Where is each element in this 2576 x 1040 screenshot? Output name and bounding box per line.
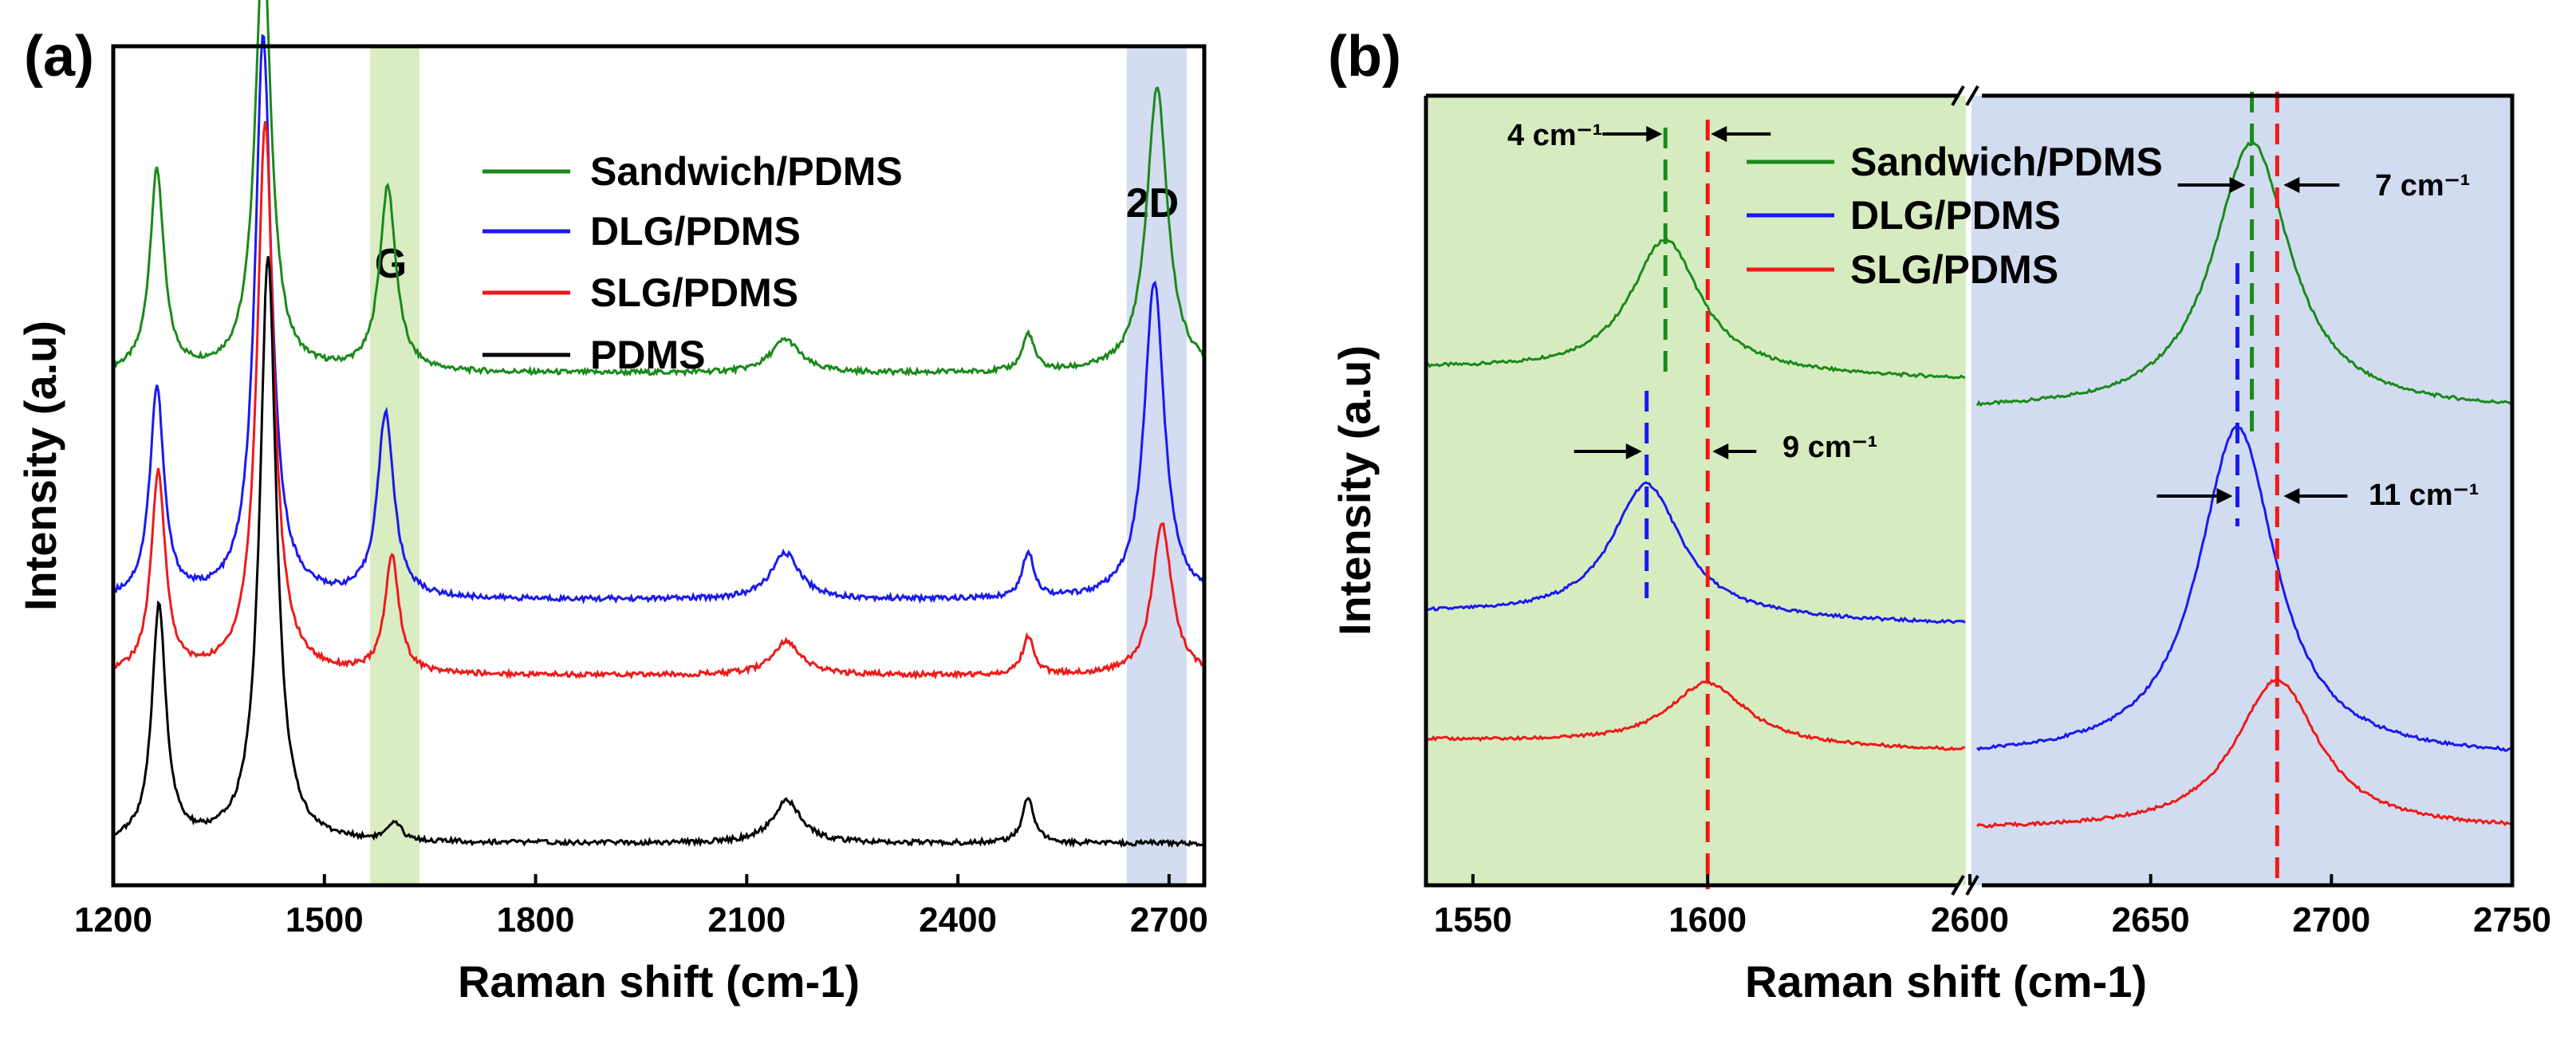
series-a-dlg-pdms <box>112 33 1205 605</box>
ylabel-b: Intensity (a.u) <box>1329 345 1380 636</box>
band-2d <box>1126 46 1187 885</box>
series-b-g-sandwich-pdms <box>1424 236 1966 380</box>
xtick-label-b-2600: 2600 <box>1931 900 2009 940</box>
panel-b: (b) 4 cm⁻¹ 9 cm⁻¹ 7 cm⁻¹ 11 cm⁻¹ Sandwic… <box>1328 25 2551 1007</box>
xtick-label-b-1600: 1600 <box>1668 900 1747 940</box>
arrow-11cm-right <box>2283 488 2348 504</box>
break-mark-top-2 <box>1965 85 1979 107</box>
frame-b-left <box>1424 96 1958 888</box>
series-b-2d-dlg-pdms <box>1976 425 2513 752</box>
xtick-label-a-1800: 1800 <box>497 900 575 940</box>
xtick-label-b-2750: 2750 <box>2473 900 2551 940</box>
xlabel-b: Raman shift (cm-1) <box>1745 956 2147 1007</box>
break-mark-bottom-2 <box>1965 874 1979 896</box>
arrow-7cm-right <box>2283 177 2340 193</box>
xtick-label-a-1200: 1200 <box>74 900 152 940</box>
ylabel-a: Intensity (a.u) <box>15 321 65 611</box>
annotation-7cm: 7 cm⁻¹ <box>2375 169 2470 203</box>
axis-break-marks <box>1951 85 1979 896</box>
xlabel-a: Raman shift (cm-1) <box>458 956 860 1007</box>
series-a-slg-pdms <box>112 121 1206 681</box>
series-a-sandwich-pdms <box>112 0 1206 377</box>
xtick-label-b-2650: 2650 <box>2112 900 2190 940</box>
xtick-label-a-1500: 1500 <box>286 900 364 940</box>
xtick-label-b-2700: 2700 <box>2292 900 2370 940</box>
legend-b: Sandwich/PDMS DLG/PDMS SLG/PDMS <box>1747 140 2163 292</box>
series-b-2d-sandwich-pdms <box>1975 141 2514 408</box>
panel-b-label: (b) <box>1328 25 1401 89</box>
arrow-9cm-left <box>1574 443 1642 459</box>
right-region-shade <box>1970 96 2512 885</box>
break-mark-bottom-1 <box>1951 874 1965 896</box>
annotation-4cm: 4 cm⁻¹ <box>1507 119 1602 152</box>
legend-b-slg: SLG/PDMS <box>1850 247 2058 292</box>
series-b-g-slg-pdms <box>1425 680 1966 751</box>
xtick-label-b-1550: 1550 <box>1434 900 1512 940</box>
frame-b-right <box>1982 93 2515 888</box>
plot-frame-a <box>111 44 1207 888</box>
arrow-7cm-left <box>2177 177 2246 193</box>
legend-a-dlg: DLG/PDMS <box>590 209 801 254</box>
left-region-shade <box>1428 96 1966 885</box>
series-b-2d-slg-pdms <box>1975 677 2513 829</box>
band-g <box>370 46 419 885</box>
annotation-11cm: 11 cm⁻¹ <box>2369 479 2479 512</box>
legend-a-pdms: PDMS <box>590 333 705 377</box>
panel-a-label: (a) <box>24 25 94 89</box>
legend-a-sandwich: Sandwich/PDMS <box>590 149 903 194</box>
series-b-g-dlg-pdms <box>1425 481 1966 624</box>
arrow-11cm-left <box>2157 488 2233 504</box>
legend-b-dlg: DLG/PDMS <box>1850 193 2061 238</box>
arrow-4cm-right <box>1711 126 1771 142</box>
annotation-9cm: 9 cm⁻¹ <box>1782 431 1877 464</box>
legend-a: Sandwich/PDMS DLG/PDMS SLG/PDMS PDMS <box>483 149 903 377</box>
series-a-pdms <box>112 256 1204 849</box>
plot-frame-b <box>1424 93 2515 888</box>
break-mark-top-1 <box>1951 85 1965 107</box>
xtick-label-a-2700: 2700 <box>1130 900 1208 940</box>
arrow-4cm-left <box>1602 126 1663 142</box>
xtick-label-a-2100: 2100 <box>707 900 786 940</box>
panel-a: (a) G 2D Sandwich/PDMS DLG/PDMS SLG/PDMS… <box>15 0 1208 1007</box>
band-label-2d: 2D <box>1126 180 1179 227</box>
arrow-9cm-right <box>1712 443 1757 459</box>
legend-a-slg: SLG/PDMS <box>590 270 798 315</box>
xtick-label-a-2400: 2400 <box>919 900 997 940</box>
legend-b-sandwich: Sandwich/PDMS <box>1850 140 2163 184</box>
